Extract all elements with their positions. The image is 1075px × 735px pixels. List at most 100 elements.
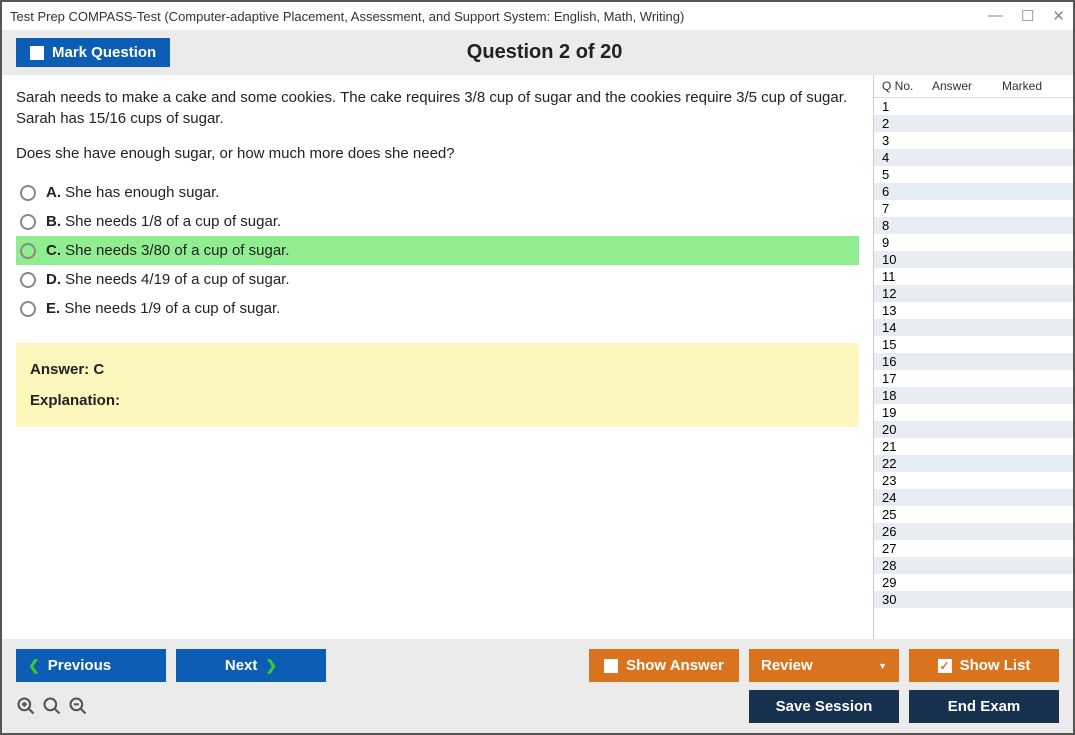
question-list-row[interactable]: 5 [874, 166, 1073, 183]
question-list-row[interactable]: 28 [874, 557, 1073, 574]
row-qno: 5 [882, 166, 932, 183]
explanation-label: Explanation: [30, 392, 845, 409]
question-list-row[interactable]: 24 [874, 489, 1073, 506]
row-qno: 9 [882, 234, 932, 251]
header-row: Mark Question Question 2 of 20 [2, 30, 1073, 75]
row-qno: 14 [882, 319, 932, 336]
option-D[interactable]: D. She needs 4/19 of a cup of sugar. [16, 265, 859, 294]
next-label: Next [225, 657, 258, 674]
show-list-button[interactable]: ✓ Show List [909, 649, 1059, 682]
option-label: D. She needs 4/19 of a cup of sugar. [46, 271, 290, 288]
answer-line: Answer: C [30, 361, 845, 378]
window-title: Test Prep COMPASS-Test (Computer-adaptiv… [10, 9, 684, 24]
question-list-row[interactable]: 16 [874, 353, 1073, 370]
row-qno: 20 [882, 421, 932, 438]
question-list-row[interactable]: 7 [874, 200, 1073, 217]
footer-row-1: ❮ Previous Next ❯ Show Answer Review ▼ ✓… [16, 649, 1059, 682]
review-button[interactable]: Review ▼ [749, 649, 899, 682]
maximize-icon[interactable]: ☐ [1021, 7, 1034, 25]
question-list-row[interactable]: 21 [874, 438, 1073, 455]
question-list-panel: Q No. Answer Marked 12345678910111213141… [873, 75, 1073, 639]
save-session-label: Save Session [776, 698, 873, 715]
question-list-row[interactable]: 9 [874, 234, 1073, 251]
question-list-row[interactable]: 13 [874, 302, 1073, 319]
show-list-label: Show List [960, 657, 1031, 674]
question-list-row[interactable]: 17 [874, 370, 1073, 387]
previous-button[interactable]: ❮ Previous [16, 649, 166, 682]
question-list-row[interactable]: 25 [874, 506, 1073, 523]
option-A[interactable]: A. She has enough sugar. [16, 178, 859, 207]
option-E[interactable]: E. She needs 1/9 of a cup of sugar. [16, 294, 859, 323]
row-qno: 18 [882, 387, 932, 404]
checkbox-icon [604, 659, 618, 673]
question-list-row[interactable]: 11 [874, 268, 1073, 285]
row-qno: 3 [882, 132, 932, 149]
row-qno: 1 [882, 98, 932, 115]
option-C[interactable]: C. She needs 3/80 of a cup of sugar. [16, 236, 859, 265]
question-list-row[interactable]: 15 [874, 336, 1073, 353]
show-answer-button[interactable]: Show Answer [589, 649, 739, 682]
option-label: A. She has enough sugar. [46, 184, 219, 201]
option-B[interactable]: B. She needs 1/8 of a cup of sugar. [16, 207, 859, 236]
row-qno: 6 [882, 183, 932, 200]
question-list-row[interactable]: 22 [874, 455, 1073, 472]
radio-icon [20, 301, 36, 317]
col-qno: Q No. [882, 79, 932, 93]
question-list-row[interactable]: 4 [874, 149, 1073, 166]
question-list-row[interactable]: 3 [874, 132, 1073, 149]
review-label: Review [761, 657, 813, 674]
close-icon[interactable]: ✕ [1052, 7, 1065, 25]
question-list-row[interactable]: 14 [874, 319, 1073, 336]
question-list-row[interactable]: 19 [874, 404, 1073, 421]
col-answer: Answer [932, 79, 1002, 93]
answer-box: Answer: C Explanation: [16, 343, 859, 427]
option-label: B. She needs 1/8 of a cup of sugar. [46, 213, 281, 230]
question-list-row[interactable]: 29 [874, 574, 1073, 591]
chevron-right-icon: ❯ [265, 657, 277, 674]
row-qno: 26 [882, 523, 932, 540]
question-list-row[interactable]: 2 [874, 115, 1073, 132]
row-qno: 23 [882, 472, 932, 489]
row-qno: 13 [882, 302, 932, 319]
question-list-row[interactable]: 12 [874, 285, 1073, 302]
question-list-row[interactable]: 8 [874, 217, 1073, 234]
question-list-row[interactable]: 26 [874, 523, 1073, 540]
question-list-row[interactable]: 27 [874, 540, 1073, 557]
question-list-row[interactable]: 30 [874, 591, 1073, 608]
question-list-row[interactable]: 10 [874, 251, 1073, 268]
row-qno: 16 [882, 353, 932, 370]
question-text: Sarah needs to make a cake and some cook… [16, 87, 859, 164]
row-qno: 30 [882, 591, 932, 608]
question-list-row[interactable]: 20 [874, 421, 1073, 438]
radio-icon [20, 214, 36, 230]
question-counter: Question 2 of 20 [30, 41, 1059, 64]
row-qno: 27 [882, 540, 932, 557]
row-qno: 25 [882, 506, 932, 523]
save-session-button[interactable]: Save Session [749, 690, 899, 723]
question-paragraph-2: Does she have enough sugar, or how much … [16, 143, 859, 164]
row-qno: 4 [882, 149, 932, 166]
question-list-row[interactable]: 6 [874, 183, 1073, 200]
question-list-header: Q No. Answer Marked [874, 75, 1073, 98]
question-list-row[interactable]: 1 [874, 98, 1073, 115]
triangle-down-icon: ▼ [878, 661, 887, 671]
end-exam-button[interactable]: End Exam [909, 690, 1059, 723]
end-exam-label: End Exam [948, 698, 1021, 715]
chevron-left-icon: ❮ [28, 657, 40, 674]
footer: ❮ Previous Next ❯ Show Answer Review ▼ ✓… [2, 639, 1073, 733]
options-list: A. She has enough sugar. B. She needs 1/8… [16, 178, 859, 323]
row-qno: 2 [882, 115, 932, 132]
previous-label: Previous [48, 657, 111, 674]
question-list-body[interactable]: 1234567891011121314151617181920212223242… [874, 98, 1073, 639]
zoom-in-icon[interactable] [42, 696, 62, 722]
zoom-out-icon[interactable] [68, 696, 88, 722]
row-qno: 29 [882, 574, 932, 591]
window-controls: — ☐ ✕ [988, 7, 1065, 25]
question-list-row[interactable]: 23 [874, 472, 1073, 489]
minimize-icon[interactable]: — [988, 7, 1003, 25]
row-qno: 28 [882, 557, 932, 574]
zoom-reset-icon[interactable] [16, 696, 36, 722]
row-qno: 7 [882, 200, 932, 217]
question-list-row[interactable]: 18 [874, 387, 1073, 404]
next-button[interactable]: Next ❯ [176, 649, 326, 682]
